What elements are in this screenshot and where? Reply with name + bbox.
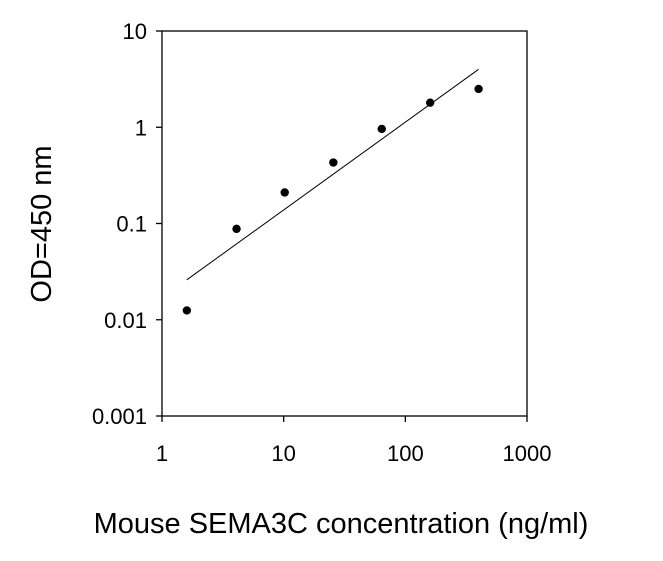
data-point	[182, 306, 192, 315]
data-points	[182, 84, 483, 315]
data-point	[377, 124, 386, 134]
fit-line	[186, 68, 479, 281]
fit-line-group	[186, 68, 479, 281]
plot-border	[161, 30, 528, 417]
x-tick-label: 10	[271, 441, 295, 466]
data-point	[232, 224, 241, 234]
data-point	[329, 158, 338, 167]
x-axis-title: Mouse SEMA3C concentration (ng/ml)	[94, 508, 589, 540]
data-point	[425, 98, 435, 107]
y-tick-label: 1	[135, 115, 147, 140]
data-point	[280, 188, 289, 197]
y-axis-title: OD=450 nm	[26, 145, 58, 302]
plot-frame	[161, 30, 528, 417]
y-tick-labels: 0.001 0.01 0.1 1 10	[92, 19, 147, 429]
data-point	[474, 84, 483, 94]
x-tick-label: 100	[387, 441, 424, 466]
y-tick-label: 0.1	[116, 212, 147, 237]
x-tick-label: 1	[156, 441, 168, 466]
x-tick-label: 1000	[503, 441, 552, 466]
y-tick-label: 0.01	[104, 308, 147, 333]
y-tick-label: 0.001	[92, 404, 147, 429]
axis-ticks	[156, 30, 528, 422]
x-tick-labels: 1 10 100 1000	[156, 441, 552, 466]
y-tick-label: 10	[123, 19, 147, 44]
